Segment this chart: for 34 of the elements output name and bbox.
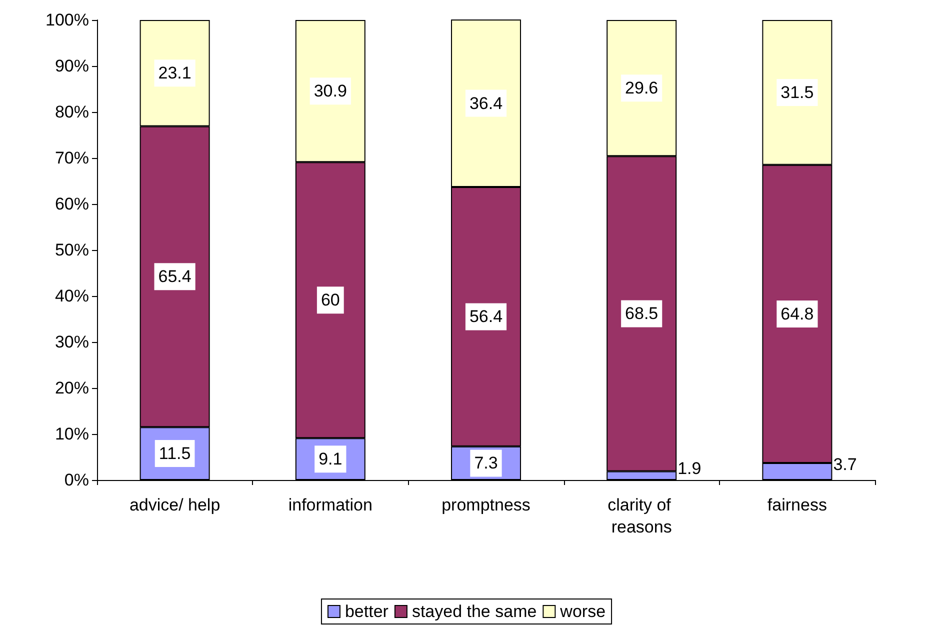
x-tick-label: clarity of reasons: [608, 496, 676, 536]
data-label: 7.3: [474, 454, 498, 473]
data-label: 31.5: [780, 82, 814, 102]
data-label: 23.1: [158, 64, 192, 83]
data-label: 1.9: [678, 459, 702, 478]
data-label: 60: [320, 290, 340, 310]
y-tick-label: 90%: [54, 56, 89, 76]
y-tick-label: 20%: [54, 378, 89, 398]
data-label: 36.4: [469, 94, 503, 113]
y-tick-label: 50%: [54, 240, 89, 260]
data-label: 68.5: [625, 304, 658, 324]
data-label: 56.4: [469, 307, 503, 326]
y-tick-label: 70%: [54, 148, 89, 168]
data-label: 3.7: [833, 454, 857, 474]
data-label: 64.8: [780, 304, 814, 324]
legend-label: worse: [559, 602, 606, 621]
x-tick-label: promptness: [442, 496, 530, 514]
legend-label: stayed the same: [412, 602, 537, 621]
y-tick-label: 30%: [54, 332, 89, 352]
x-tick-label: information: [288, 496, 372, 514]
y-tick-label: 10%: [54, 424, 89, 444]
x-tick-label: fairness: [767, 496, 827, 514]
y-tick-label: 80%: [54, 102, 89, 122]
data-label: 30.9: [314, 82, 347, 101]
data-label: 65.4: [158, 267, 192, 286]
legend-label: better: [344, 602, 389, 621]
data-label: 9.1: [318, 450, 342, 469]
x-tick-label: advice/ help: [129, 496, 220, 514]
data-label: 11.5: [158, 444, 191, 464]
y-tick-label: 100%: [46, 10, 89, 30]
data-label: 29.6: [625, 78, 658, 98]
y-tick-label: 0%: [64, 470, 89, 490]
y-tick-label: 40%: [54, 286, 89, 306]
y-tick-label: 60%: [54, 194, 89, 214]
